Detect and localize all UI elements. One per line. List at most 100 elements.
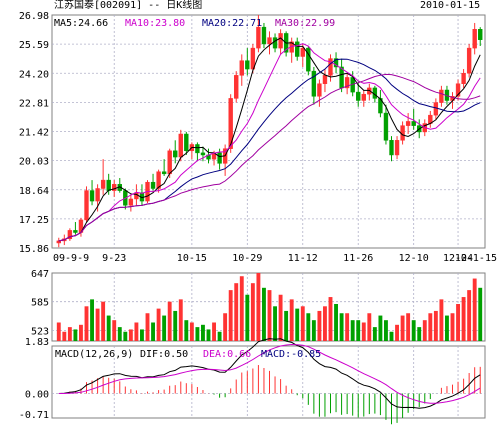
volume-bar bbox=[456, 303, 460, 341]
volume-bar bbox=[278, 294, 283, 341]
candle-body bbox=[367, 87, 372, 95]
macd-y-tick: -0.71 bbox=[19, 410, 49, 421]
candle-body bbox=[134, 192, 139, 200]
volume-bar bbox=[62, 331, 67, 341]
volume-bar bbox=[95, 308, 100, 341]
x-tick-label: 11-26 bbox=[343, 253, 373, 264]
candle-body bbox=[433, 102, 439, 116]
volume-bar bbox=[367, 313, 372, 341]
volume-bar bbox=[84, 306, 89, 341]
volume-bar bbox=[151, 322, 155, 341]
ma5-line bbox=[58, 37, 481, 242]
candle-body bbox=[461, 73, 466, 84]
candle-body bbox=[217, 152, 222, 164]
candle-body bbox=[311, 70, 317, 97]
volume-bar bbox=[472, 278, 477, 341]
candle-body bbox=[306, 47, 311, 72]
volume-bar bbox=[162, 315, 167, 341]
candle-body bbox=[228, 98, 233, 149]
dif-line bbox=[58, 338, 481, 409]
candle-body bbox=[411, 121, 416, 126]
macd-y-tick: 0.00 bbox=[25, 390, 49, 401]
candle-body bbox=[278, 33, 283, 49]
candle-body bbox=[383, 112, 389, 141]
ma20-legend: MA20:22.71 bbox=[202, 18, 262, 29]
candle-body bbox=[239, 60, 244, 76]
candle-body bbox=[466, 47, 472, 74]
candle-body bbox=[267, 37, 272, 45]
volume-bar bbox=[134, 322, 139, 341]
volume-bar bbox=[295, 308, 300, 341]
volume-bar bbox=[422, 320, 427, 341]
x-tick-label: 10-15 bbox=[177, 253, 207, 264]
ma5-legend: MA5:24.66 bbox=[54, 18, 108, 29]
volume-bar bbox=[156, 308, 161, 341]
candle-body bbox=[167, 150, 172, 175]
candle-body bbox=[73, 230, 78, 233]
volume-bar bbox=[101, 301, 106, 341]
candle-body bbox=[195, 144, 200, 154]
ma20-line bbox=[58, 58, 481, 242]
volume-bar bbox=[450, 313, 455, 341]
volume-bar bbox=[378, 315, 383, 341]
candle-body bbox=[261, 26, 267, 45]
volume-bar bbox=[317, 310, 322, 341]
candle-body bbox=[295, 41, 300, 57]
volume-bar bbox=[328, 297, 333, 341]
x-tick-label: 9-23 bbox=[102, 253, 126, 264]
volume-bar bbox=[79, 324, 83, 341]
candle-body bbox=[322, 75, 328, 84]
volume-bar bbox=[206, 329, 211, 341]
candle-body bbox=[356, 91, 361, 101]
candle-body bbox=[256, 26, 261, 49]
candle-body bbox=[478, 28, 483, 40]
volume-bar bbox=[339, 313, 344, 341]
volume-bar bbox=[145, 313, 150, 341]
ma10-legend: MA10:23.80 bbox=[125, 18, 185, 29]
candle-body bbox=[173, 150, 178, 158]
volume-bar bbox=[461, 297, 466, 341]
candle-body bbox=[200, 152, 206, 156]
candle-body bbox=[234, 75, 239, 99]
candle-body bbox=[150, 181, 156, 189]
candle-body bbox=[245, 60, 250, 70]
volume-bar bbox=[467, 290, 472, 341]
volume-bar bbox=[128, 329, 133, 341]
candle-body bbox=[405, 121, 411, 126]
volume-bar bbox=[189, 322, 194, 341]
volume-bar bbox=[123, 331, 128, 341]
candle-body bbox=[84, 190, 89, 221]
volume-bar bbox=[112, 320, 117, 341]
volume-bar bbox=[67, 327, 72, 341]
price-y-tick: 26.98 bbox=[19, 11, 49, 22]
volume-bar bbox=[106, 315, 111, 341]
dif-legend: DIF:0.50 bbox=[140, 349, 188, 360]
volume-bar bbox=[195, 327, 200, 341]
candle-body bbox=[156, 171, 161, 189]
volume-bar bbox=[56, 322, 61, 341]
candle-body bbox=[95, 188, 100, 202]
candle-body bbox=[389, 140, 394, 156]
volume-y-tick: 1.83 bbox=[25, 337, 49, 348]
price-y-tick: 17.25 bbox=[19, 215, 49, 226]
volume-bar bbox=[178, 299, 183, 341]
candle-body bbox=[339, 66, 344, 89]
price-y-tick: 21.42 bbox=[19, 128, 49, 139]
candle-body bbox=[106, 179, 111, 191]
volume-bar bbox=[300, 306, 305, 341]
volume-bar bbox=[406, 313, 411, 341]
candle-body bbox=[394, 140, 400, 156]
volume-bar bbox=[90, 299, 94, 341]
volume-bar bbox=[256, 273, 261, 341]
candle-body bbox=[455, 83, 461, 97]
candle-body bbox=[333, 58, 339, 68]
candle-body bbox=[328, 58, 333, 76]
x-tick-label: 12-24 bbox=[443, 253, 473, 264]
volume-bar bbox=[228, 290, 233, 341]
volume-bar bbox=[267, 290, 272, 341]
ma30-legend: MA30:22.99 bbox=[275, 18, 335, 29]
x-tick-label: 09-9-9 bbox=[53, 253, 89, 264]
volume-bar bbox=[245, 294, 250, 341]
volume-bar bbox=[372, 327, 377, 341]
candle-body bbox=[184, 133, 189, 152]
